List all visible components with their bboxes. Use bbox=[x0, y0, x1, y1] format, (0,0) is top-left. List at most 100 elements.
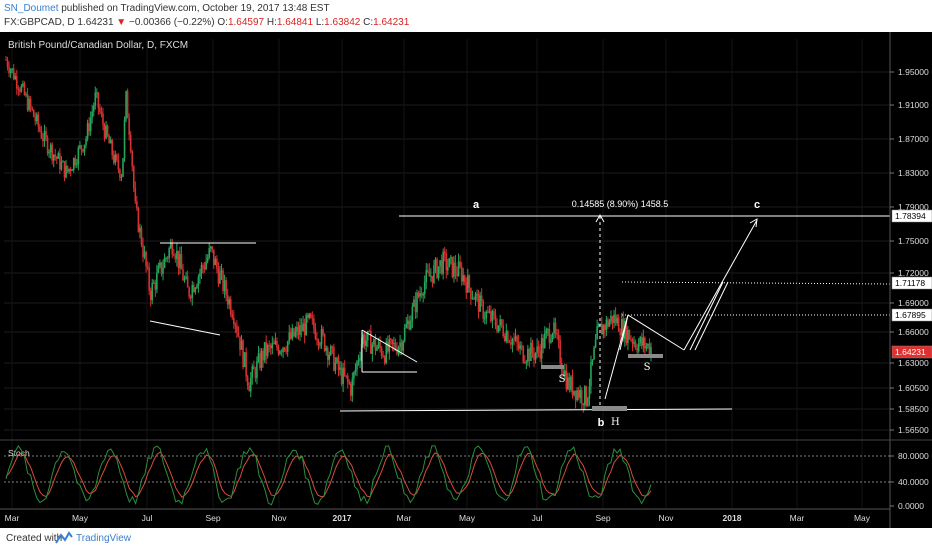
candle-body bbox=[66, 165, 69, 172]
candle-body bbox=[129, 134, 132, 152]
candle-body bbox=[434, 259, 437, 266]
candle-body bbox=[105, 125, 107, 139]
price-label: 1.67895 bbox=[895, 310, 926, 320]
candle-body bbox=[403, 327, 406, 342]
candle-body bbox=[186, 276, 189, 288]
candle-body bbox=[248, 386, 251, 392]
candle-body bbox=[423, 282, 426, 295]
candle-body bbox=[636, 348, 638, 352]
price-axis[interactable]: 1.95000 1.91000 1.87000 1.83000 1.79000 1.750… bbox=[889, 32, 932, 528]
candle-body bbox=[271, 343, 274, 349]
candle-body bbox=[294, 331, 297, 337]
candle-body bbox=[69, 168, 72, 171]
candle-body bbox=[320, 329, 323, 345]
candle-body bbox=[37, 114, 40, 127]
candle-body bbox=[308, 313, 311, 318]
candle-body bbox=[65, 165, 67, 178]
candle-body bbox=[345, 375, 348, 377]
tradingview-brand[interactable]: TradingView bbox=[76, 533, 132, 544]
time-axis[interactable]: Mar May Jul Sep Nov 2017 Mar May Jul Sep Nov 2018 Ma… bbox=[0, 508, 890, 523]
candle-body bbox=[106, 125, 109, 137]
candle-body bbox=[102, 113, 104, 126]
candle-body bbox=[323, 334, 326, 351]
candle-body bbox=[100, 111, 103, 114]
candle-body bbox=[297, 326, 300, 335]
price-label-box bbox=[891, 276, 932, 290]
candle-body bbox=[49, 144, 52, 153]
price-tick-label: 1.63000 bbox=[898, 358, 929, 368]
candle-body bbox=[152, 282, 155, 284]
candle-body bbox=[83, 144, 86, 152]
down-arrow-icon: ▼ bbox=[116, 17, 127, 28]
candle-body bbox=[191, 284, 194, 299]
candle-body bbox=[417, 292, 420, 297]
candle-body bbox=[208, 248, 210, 258]
candle-body bbox=[303, 323, 306, 336]
head-marker bbox=[592, 406, 627, 411]
candle-body bbox=[316, 338, 318, 341]
candle-body bbox=[45, 131, 47, 138]
candle-body bbox=[590, 361, 592, 387]
candle-body bbox=[639, 336, 642, 344]
arrow-head-icon bbox=[595, 213, 605, 223]
drawings-layer: a b c H S S 0.14585 (8.90%) 1458.5 bbox=[149, 199, 891, 429]
candle-body bbox=[169, 242, 172, 249]
candle-body bbox=[340, 367, 343, 385]
author-link[interactable]: SN_Doumet bbox=[4, 3, 59, 14]
candle-body bbox=[273, 343, 275, 345]
candle-body bbox=[143, 251, 146, 257]
candle-body bbox=[109, 139, 112, 144]
candle-body bbox=[23, 83, 26, 95]
candle-body bbox=[519, 345, 521, 349]
candle-body bbox=[431, 275, 434, 283]
candle-body bbox=[440, 260, 443, 274]
candle-body bbox=[425, 270, 428, 283]
tradingview-logo-icon[interactable] bbox=[55, 531, 73, 548]
candle-body bbox=[92, 105, 95, 112]
candle-body bbox=[182, 269, 184, 281]
candle-body bbox=[333, 347, 335, 371]
candle-body bbox=[508, 342, 511, 344]
candle-body bbox=[597, 324, 600, 327]
candle-body bbox=[471, 298, 474, 300]
candle-body bbox=[196, 286, 198, 289]
candle-body bbox=[326, 347, 329, 360]
candle-body bbox=[645, 346, 648, 349]
candle-body bbox=[647, 343, 649, 347]
candle-body bbox=[631, 339, 634, 344]
candle-body bbox=[499, 319, 501, 326]
candle-body bbox=[60, 162, 63, 170]
candle-body bbox=[414, 299, 417, 313]
candle-body bbox=[487, 311, 489, 313]
stoch-d-line bbox=[5, 451, 652, 498]
candle-body bbox=[393, 342, 395, 344]
candle-body bbox=[591, 359, 594, 362]
candle-body bbox=[259, 353, 261, 369]
candle-body bbox=[240, 340, 243, 350]
candle-body bbox=[494, 315, 497, 326]
candle-body bbox=[573, 390, 575, 395]
candle-body bbox=[145, 251, 147, 267]
candle-body bbox=[373, 339, 375, 345]
candle-body bbox=[565, 370, 568, 390]
candle-body bbox=[363, 334, 366, 346]
candle-body bbox=[269, 345, 272, 349]
candle-body bbox=[172, 254, 175, 256]
candle-body bbox=[197, 276, 200, 287]
candle-body bbox=[236, 325, 238, 333]
candle-body bbox=[322, 329, 324, 335]
candle-body bbox=[362, 334, 364, 345]
chart-canvas[interactable]: a b c H S S 0.14585 (8.90%) 1458.5 British Pou… bbox=[0, 32, 932, 528]
candle-body bbox=[91, 111, 94, 118]
candle-body bbox=[366, 330, 369, 341]
candle-body bbox=[243, 352, 246, 368]
wedge-line bbox=[627, 314, 685, 351]
candle-body bbox=[222, 270, 224, 292]
candle-body bbox=[540, 338, 543, 359]
candle-body bbox=[457, 261, 460, 277]
candle-body bbox=[502, 325, 505, 336]
projection-arrow bbox=[689, 281, 724, 351]
candle-body bbox=[482, 300, 485, 319]
candle-body bbox=[180, 254, 183, 270]
candle-body bbox=[5, 59, 7, 61]
